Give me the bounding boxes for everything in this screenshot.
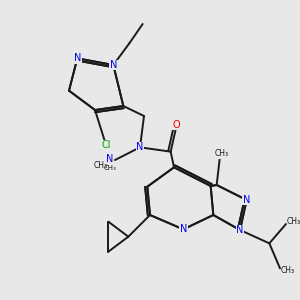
Text: N: N [136, 142, 144, 152]
Polygon shape [211, 185, 247, 230]
Text: CH₃: CH₃ [103, 165, 116, 171]
Text: Cl: Cl [101, 140, 111, 150]
Text: N: N [236, 225, 244, 235]
Text: CH₃: CH₃ [215, 149, 229, 158]
Polygon shape [147, 167, 213, 229]
Text: CH₃: CH₃ [287, 218, 300, 226]
Text: N: N [243, 195, 250, 205]
Text: N: N [74, 53, 81, 63]
Text: Cl: Cl [101, 140, 111, 150]
Text: N: N [106, 154, 114, 164]
Text: O: O [173, 120, 181, 130]
Text: N: N [110, 60, 117, 70]
Text: CH₃: CH₃ [281, 266, 295, 275]
Text: N: N [110, 60, 117, 70]
Text: N: N [180, 224, 187, 234]
Polygon shape [69, 58, 123, 110]
Text: N: N [136, 142, 144, 152]
Text: O: O [173, 120, 181, 130]
Text: N: N [236, 225, 244, 235]
Text: N: N [106, 155, 114, 165]
Text: N: N [243, 195, 250, 205]
Text: N: N [180, 224, 187, 234]
Text: N: N [74, 53, 81, 63]
Text: CH₃: CH₃ [94, 160, 108, 169]
